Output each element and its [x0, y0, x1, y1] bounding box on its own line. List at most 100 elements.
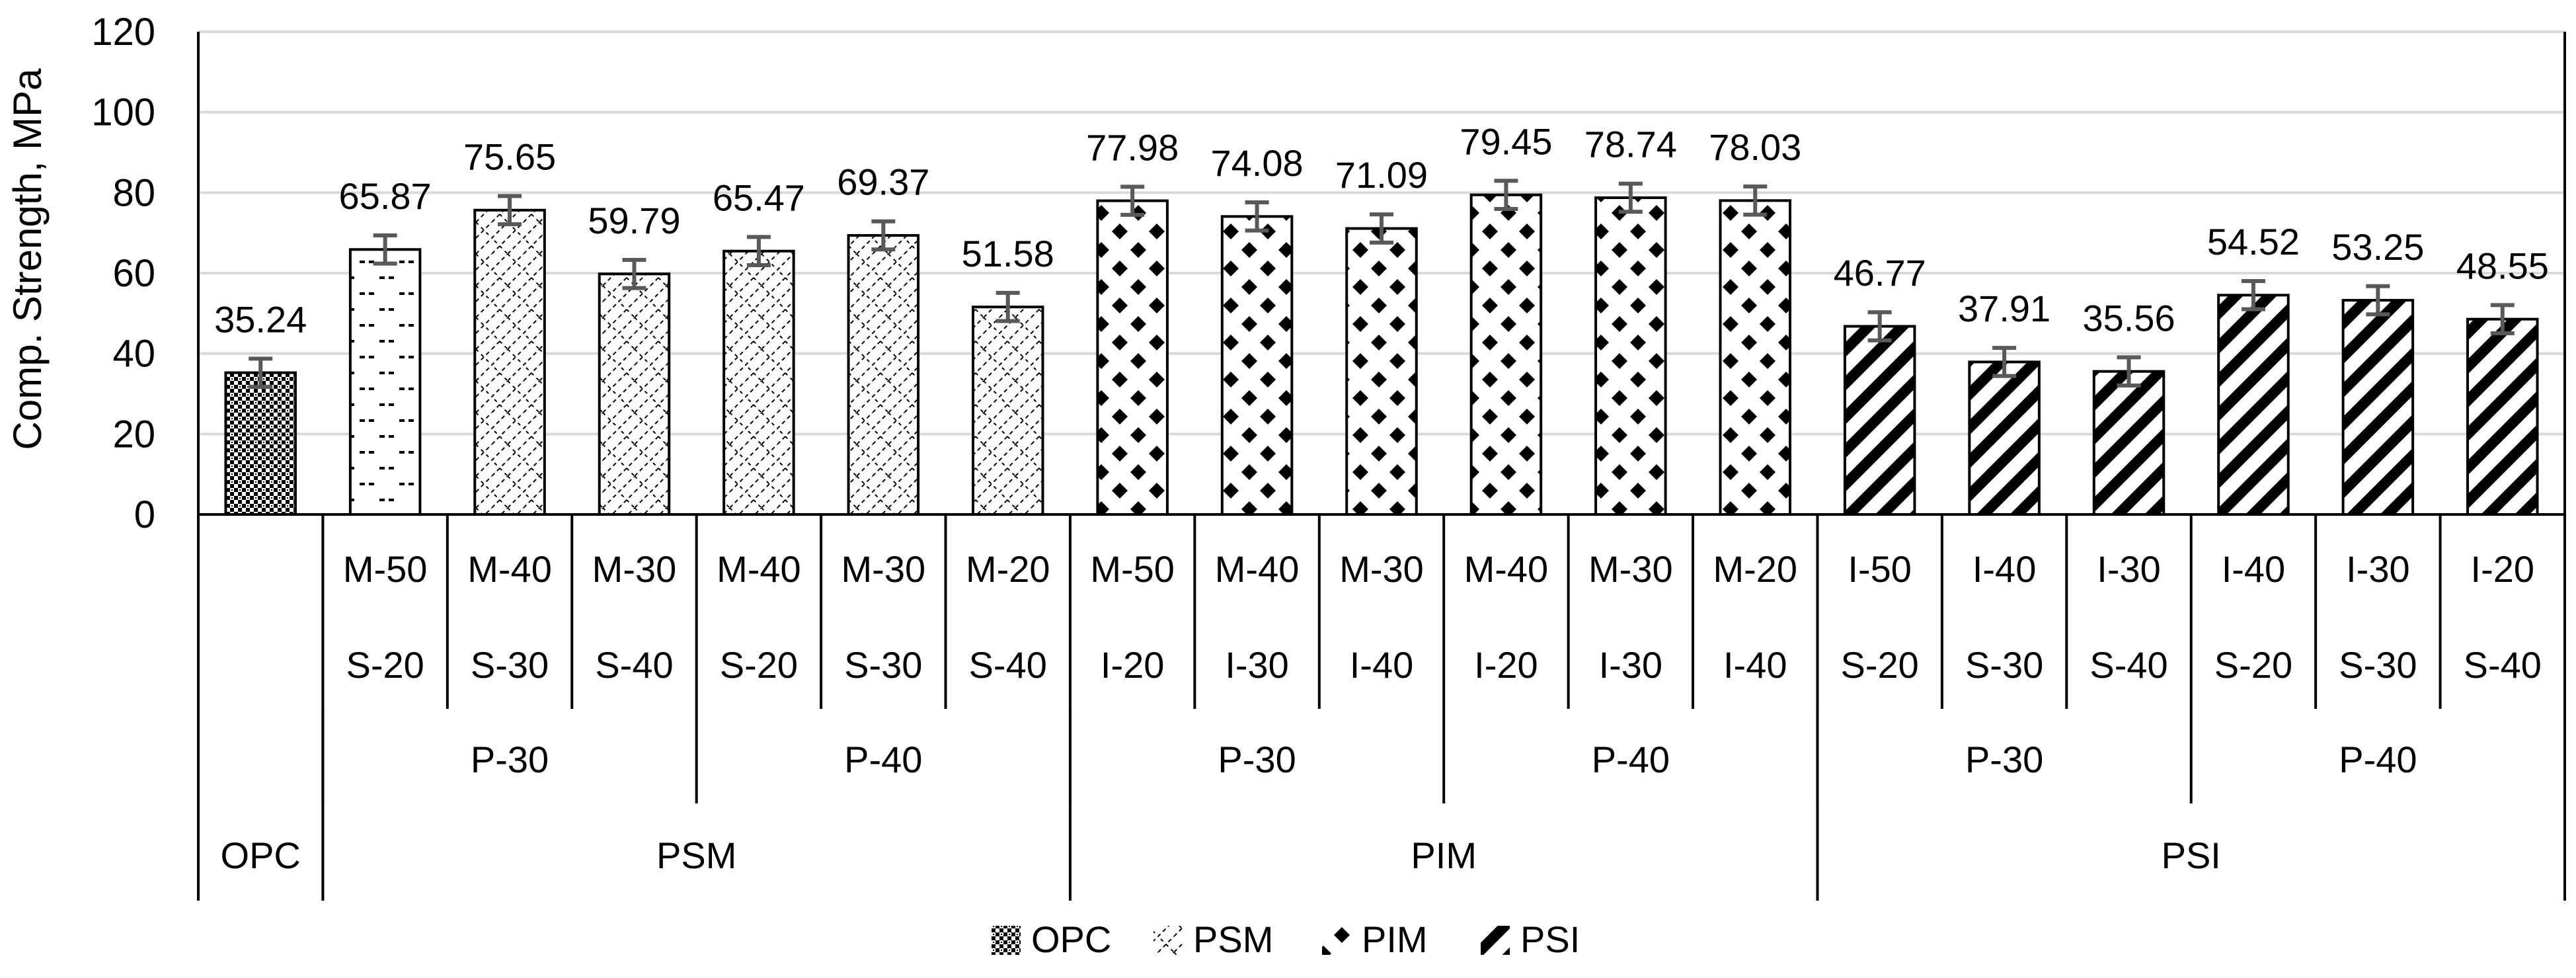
- x-tick-label-level: P-40: [1592, 739, 1670, 780]
- data-label: 48.55: [2456, 245, 2549, 286]
- bar-psi: [2092, 370, 2166, 516]
- x-tick-label-mix: M-30: [841, 548, 926, 590]
- x-tick-label-mix: M-20: [1713, 548, 1797, 590]
- x-tick-label-mix: M-50: [1090, 548, 1175, 590]
- data-label: 54.52: [2207, 221, 2300, 263]
- y-tick-label: 120: [91, 11, 155, 54]
- x-tick-label-composition: I-40: [1723, 644, 1787, 686]
- x-tick-label-mix: I-50: [1848, 548, 1912, 590]
- data-label: 79.45: [1460, 120, 1552, 162]
- legend: OPC PSM PIM PSI: [992, 918, 1580, 960]
- x-tick-label-composition: S-20: [1841, 644, 1919, 686]
- legend-label: PSM: [1193, 918, 1273, 960]
- bar-psi: [2466, 317, 2539, 516]
- data-label: 35.56: [2082, 297, 2175, 339]
- data-label: 35.24: [214, 298, 307, 340]
- bar-psi: [2341, 299, 2415, 516]
- data-label: 37.91: [1958, 288, 2050, 329]
- y-axis-label: Comp. Strength, MPa: [5, 68, 50, 450]
- bar-psm: [598, 272, 671, 516]
- x-tick-label-composition: S-40: [2464, 644, 2542, 686]
- x-tick-label-composition: S-40: [969, 644, 1047, 686]
- x-tick-label-composition: S-40: [595, 644, 673, 686]
- x-tick-label-mix: M-40: [717, 548, 801, 590]
- bar-pim: [1220, 215, 1294, 516]
- x-tick-label-composition: S-20: [720, 644, 798, 686]
- x-tick-label-composition: I-40: [1350, 644, 1414, 686]
- data-label: 78.03: [1709, 126, 1801, 168]
- legend-label: OPC: [1031, 918, 1111, 960]
- bar-psm: [971, 306, 1044, 516]
- bar-pim: [1096, 199, 1169, 516]
- y-tick-label: 60: [112, 252, 155, 295]
- data-label: 71.09: [1335, 154, 1428, 196]
- x-tick-label-composition: S-30: [844, 644, 922, 686]
- x-tick-label-mix: M-20: [966, 548, 1050, 590]
- x-tick-label-mix: M-30: [1588, 548, 1673, 590]
- bar-pim: [1469, 193, 1543, 516]
- legend-swatch-pim: [1322, 926, 1351, 955]
- data-labels: 35.24 65.87 75.65 59.79 65.47 69.37 51.58 77.98…: [214, 120, 2549, 340]
- axes: [197, 32, 2566, 901]
- data-label: 51.58: [962, 233, 1054, 274]
- x-tick-label-composition: S-40: [2089, 644, 2167, 686]
- x-tick-label-composition: S-30: [2339, 644, 2417, 686]
- x-tick-label-group: OPC: [221, 835, 301, 876]
- y-axis-ticks: 0 20 40 60 80 100 120: [91, 11, 155, 536]
- legend-swatch-psm: [1153, 926, 1183, 955]
- x-tick-label-mix: I-30: [2346, 548, 2410, 590]
- bar-psm: [722, 249, 795, 516]
- data-label: 65.87: [339, 175, 432, 217]
- x-tick-label-mix: I-20: [2471, 548, 2535, 590]
- bar-psm: [348, 248, 422, 516]
- bar-psm: [473, 208, 546, 516]
- bar-psi: [2217, 294, 2290, 516]
- x-tick-label-mix: M-30: [592, 548, 677, 590]
- x-tick-label-level: P-30: [471, 739, 549, 780]
- bar-pim: [1719, 199, 1792, 516]
- bar-psi: [1843, 325, 1916, 516]
- x-tick-label-mix: I-40: [1972, 548, 2037, 590]
- data-label: 69.37: [837, 161, 929, 203]
- x-tick-label-group: PSM: [656, 835, 736, 876]
- y-tick-label: 20: [112, 413, 155, 456]
- x-tick-label-level: P-40: [2339, 739, 2417, 780]
- x-tick-label-composition: I-20: [1474, 644, 1538, 686]
- x-tick-label-mix: I-30: [2097, 548, 2161, 590]
- x-tick-label-mix: M-50: [343, 548, 428, 590]
- x-axis-categories: M-50 S-20 M-40 S-30 M-30 S-40 M-40 S-20 M-30 S-30…: [221, 548, 2542, 876]
- x-tick-label-composition: S-20: [2214, 644, 2292, 686]
- data-label: 77.98: [1086, 126, 1179, 168]
- x-tick-label-mix: M-40: [1464, 548, 1549, 590]
- legend-swatch-psi: [1481, 926, 1510, 955]
- y-tick-label: 0: [134, 493, 155, 536]
- y-tick-label: 80: [112, 171, 155, 214]
- data-label: 74.08: [1211, 142, 1304, 184]
- x-tick-label-composition: I-20: [1101, 644, 1165, 686]
- x-tick-label-group: PIM: [1411, 835, 1477, 876]
- y-tick-label: 100: [91, 91, 155, 134]
- data-label: 65.47: [713, 177, 805, 218]
- x-tick-label-group: PSI: [2162, 835, 2221, 876]
- x-tick-label-composition: S-20: [346, 644, 424, 686]
- error-bars: [249, 179, 2515, 389]
- legend-label: PIM: [1362, 918, 1428, 960]
- data-label: 46.77: [1834, 252, 1926, 294]
- bar-pim: [1345, 227, 1418, 516]
- data-label: 53.25: [2331, 226, 2424, 268]
- x-tick-label-composition: I-30: [1599, 644, 1663, 686]
- y-tick-label: 40: [112, 333, 155, 376]
- x-tick-label-mix: I-40: [2222, 548, 2286, 590]
- x-tick-label-mix: M-40: [467, 548, 552, 590]
- x-tick-label-mix: M-30: [1339, 548, 1424, 590]
- bar-pim: [1594, 196, 1667, 516]
- legend-label: PSI: [1520, 918, 1580, 960]
- x-tick-label-composition: S-30: [471, 644, 549, 686]
- bar-opc: [224, 371, 297, 516]
- x-tick-label-composition: I-30: [1225, 644, 1289, 686]
- bar-psi: [1968, 360, 2041, 516]
- x-tick-label-mix: M-40: [1215, 548, 1300, 590]
- data-label: 75.65: [463, 136, 556, 178]
- x-tick-label-level: P-40: [844, 739, 922, 780]
